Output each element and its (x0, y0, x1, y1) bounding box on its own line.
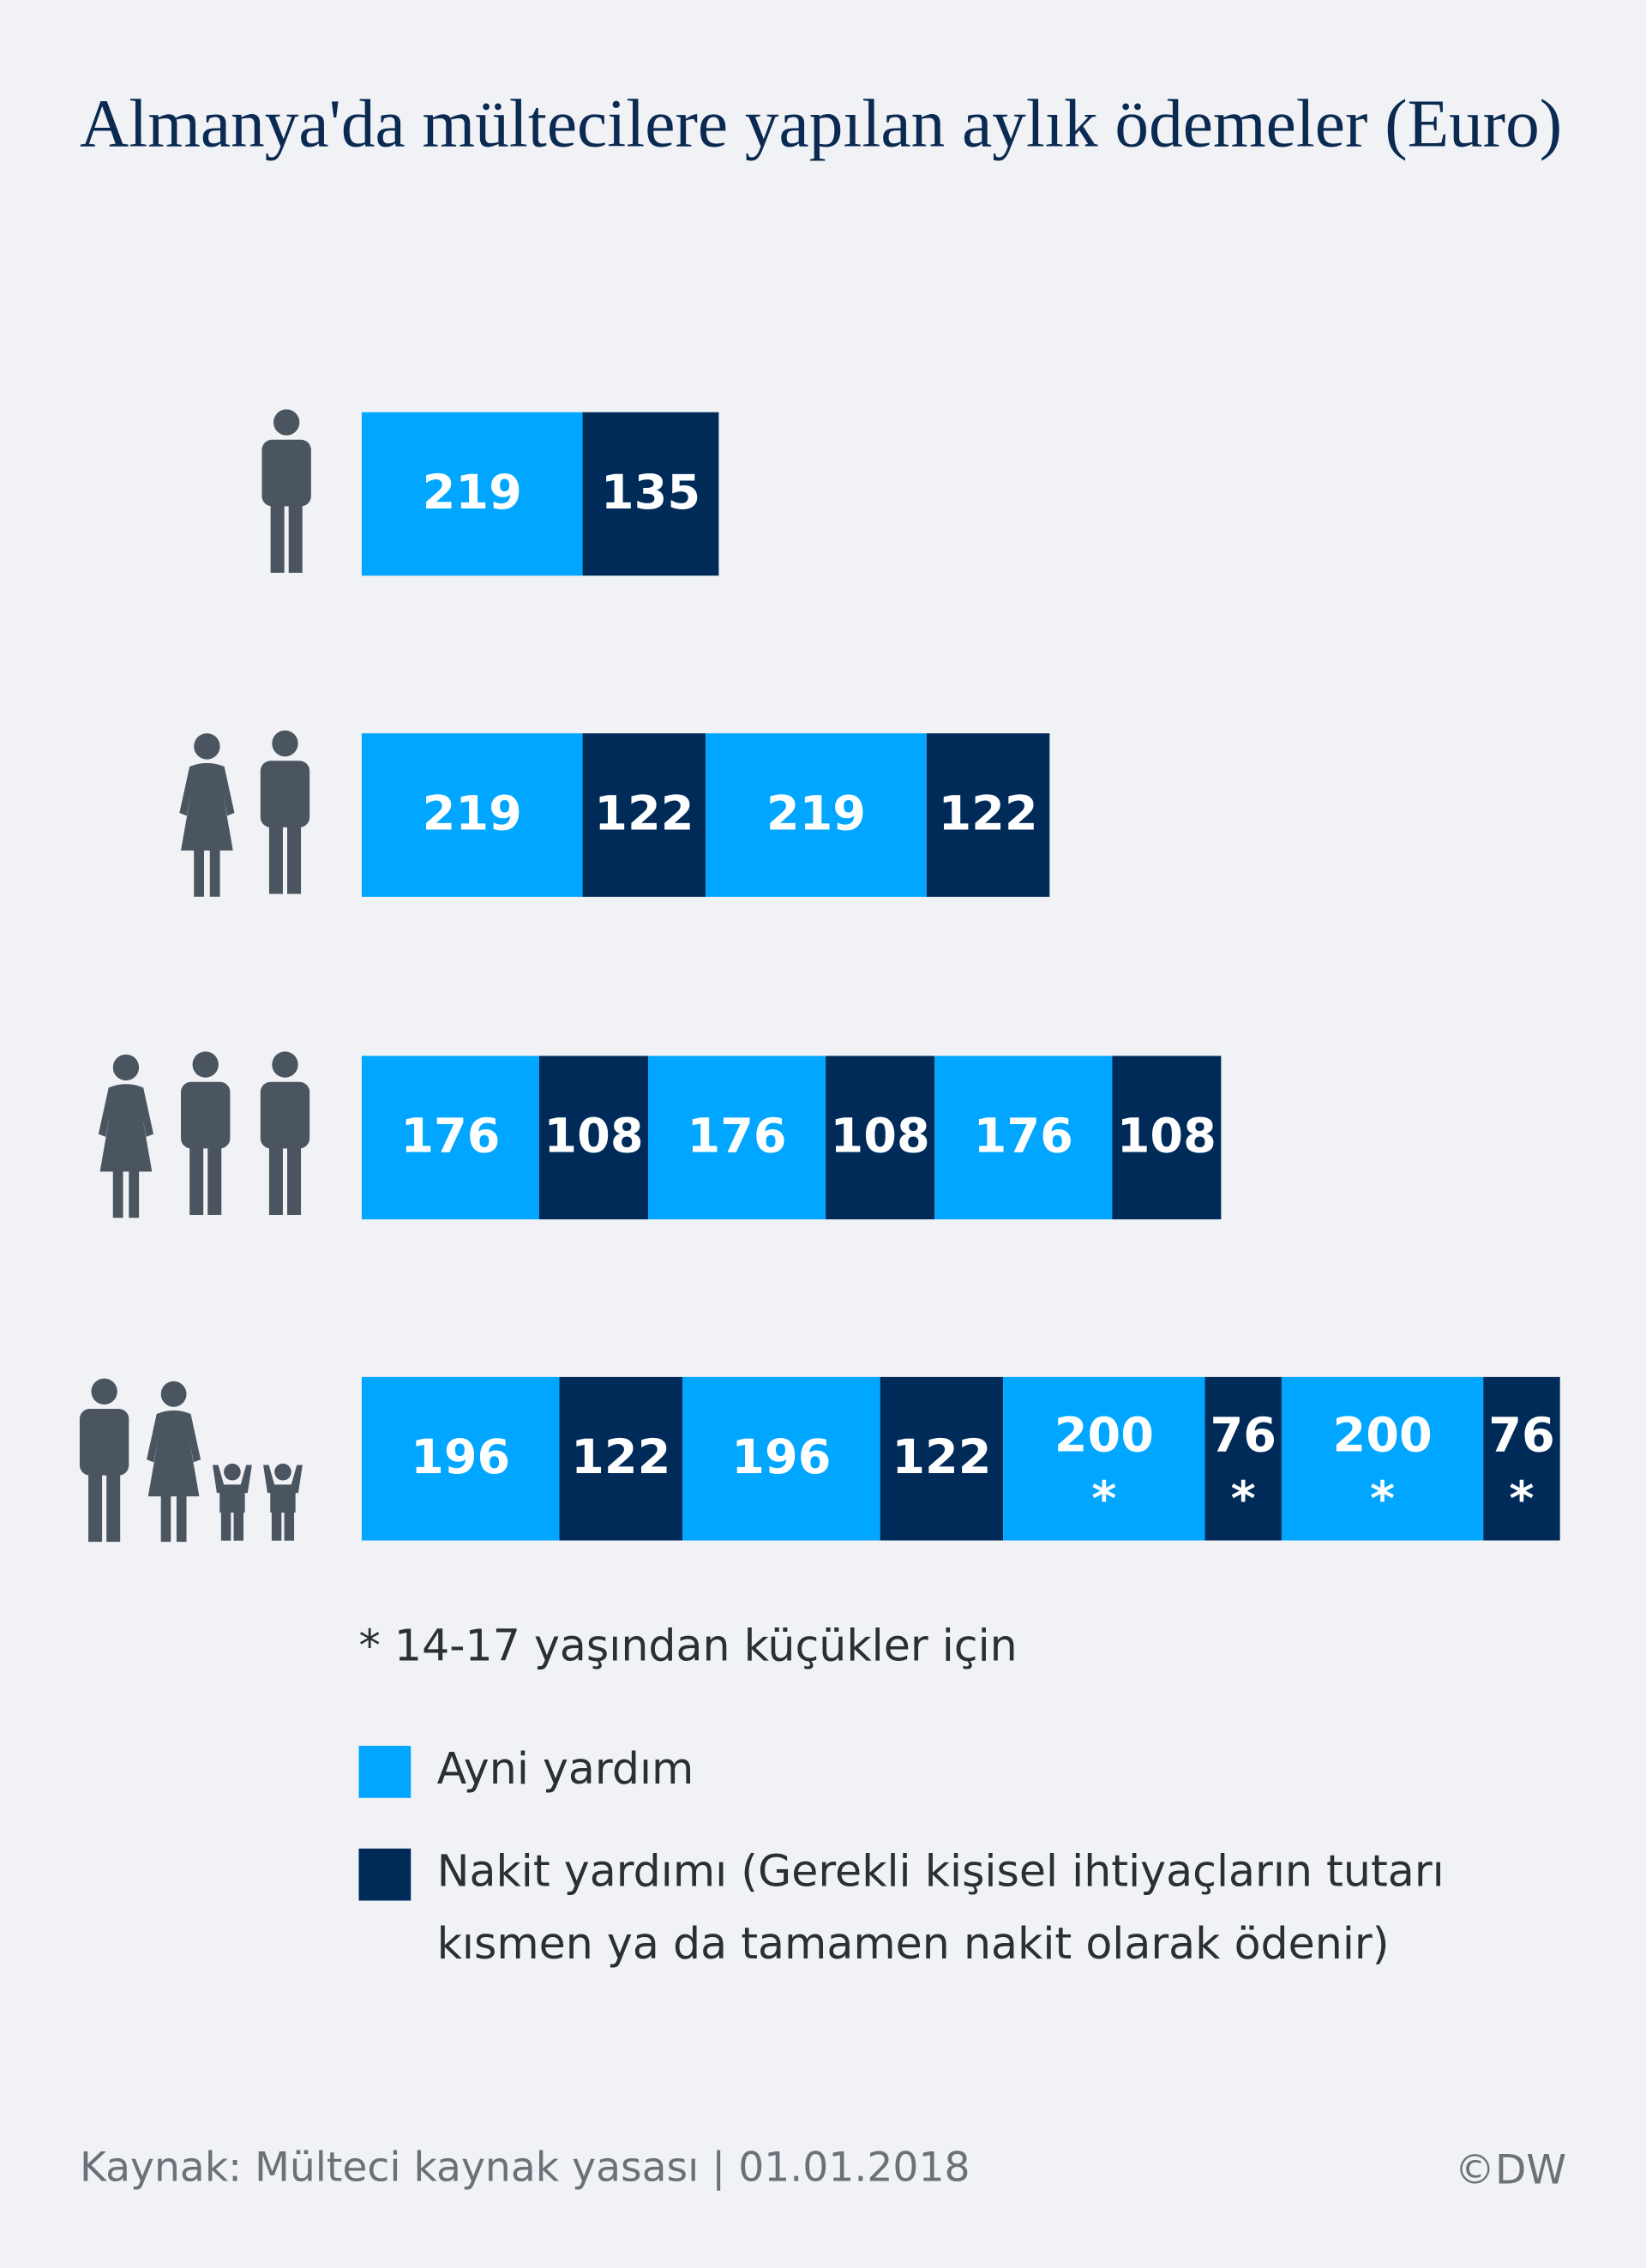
value-label: 76 (1488, 1408, 1554, 1464)
bar-segment (648, 1056, 826, 1220)
value-label: 76 (1210, 1408, 1277, 1464)
value-label: 219 (766, 785, 866, 841)
title-box: Almanya'da mültecilere yapılan aylık öde… (79, 87, 1563, 162)
bar-segment (1204, 1376, 1282, 1541)
bar-segment (1112, 1056, 1222, 1220)
child-icon (263, 1463, 303, 1541)
note-marker: * (1231, 1471, 1256, 1527)
bar-segment (880, 1376, 1004, 1541)
bar-segment (1281, 1376, 1484, 1541)
child-icon (213, 1463, 252, 1541)
legend-swatch (358, 1746, 412, 1798)
value-label: 200 (1333, 1408, 1433, 1464)
legend-label: Ayni yardım (436, 1744, 694, 1796)
bar-segment (682, 1376, 880, 1541)
value-label: 219 (423, 785, 522, 841)
legend-swatch (358, 1848, 412, 1901)
bar-segment (361, 733, 583, 897)
bar-segment (706, 733, 927, 897)
bar-segment (926, 733, 1050, 897)
bar-segment (582, 733, 706, 897)
bars: 219 135 219 122 219 122 176 108 176 108 176 108 196 1… (361, 412, 1560, 1541)
bar-segment (826, 1056, 935, 1220)
bar-segment (361, 1056, 539, 1220)
person-icon (79, 1378, 129, 1543)
value-label: 122 (938, 785, 1037, 841)
legend-text-box: Nakit yardımı (Gerekli kişisel ihtiyaçla… (436, 1847, 1445, 1970)
value-label: 108 (1117, 1109, 1216, 1164)
value-label: 219 (423, 465, 522, 520)
icons (79, 409, 311, 1543)
person-icon (98, 1054, 153, 1218)
person-icon (181, 1051, 231, 1215)
credit: ©DW (1455, 2147, 1566, 2194)
bar-segment (538, 1056, 649, 1220)
legend-text-box: Ayni yardım (436, 1744, 694, 1796)
value-label: 108 (831, 1109, 930, 1164)
value-label: 176 (687, 1109, 786, 1164)
person-icon (260, 730, 310, 894)
legend-label: Nakit yardımı (Gerekli kişisel ihtiyaçla… (436, 1847, 1445, 1970)
value-label: 176 (974, 1109, 1073, 1164)
value-label: 200 (1054, 1408, 1154, 1464)
person-icon (147, 1381, 201, 1543)
person-icon (261, 409, 311, 573)
note-marker: * (1370, 1471, 1395, 1527)
value-label: 135 (601, 465, 700, 520)
value-label: 196 (731, 1429, 831, 1485)
chart-title: Almanya'da mültecilere yapılan aylık öde… (79, 87, 1563, 162)
value-label: 108 (544, 1109, 643, 1164)
value-label: 196 (411, 1429, 510, 1485)
bar-segment (361, 1376, 560, 1541)
legend: Ayni yardım Nakit yardımı (Gerekli kişise… (358, 1744, 1445, 1970)
note-marker: * (1509, 1471, 1534, 1527)
bar-segment (582, 412, 719, 576)
bar-segment (361, 412, 583, 576)
person-icon (179, 733, 235, 897)
bar-segment (1483, 1376, 1560, 1541)
person-icon (260, 1051, 310, 1215)
value-label: 122 (594, 785, 694, 841)
value-label: 122 (571, 1429, 670, 1485)
bar-segment (559, 1376, 683, 1541)
source: Kaynak: Mülteci kaynak yasası | 01.01.20… (80, 2144, 970, 2191)
bar-segment (1003, 1376, 1205, 1541)
note-marker: * (1091, 1471, 1116, 1527)
value-label: 176 (400, 1109, 500, 1164)
bar-segment (934, 1056, 1113, 1220)
footnote: * 14-17 yaşından küçükler için (359, 1621, 1018, 1671)
value-label: 122 (892, 1429, 991, 1485)
